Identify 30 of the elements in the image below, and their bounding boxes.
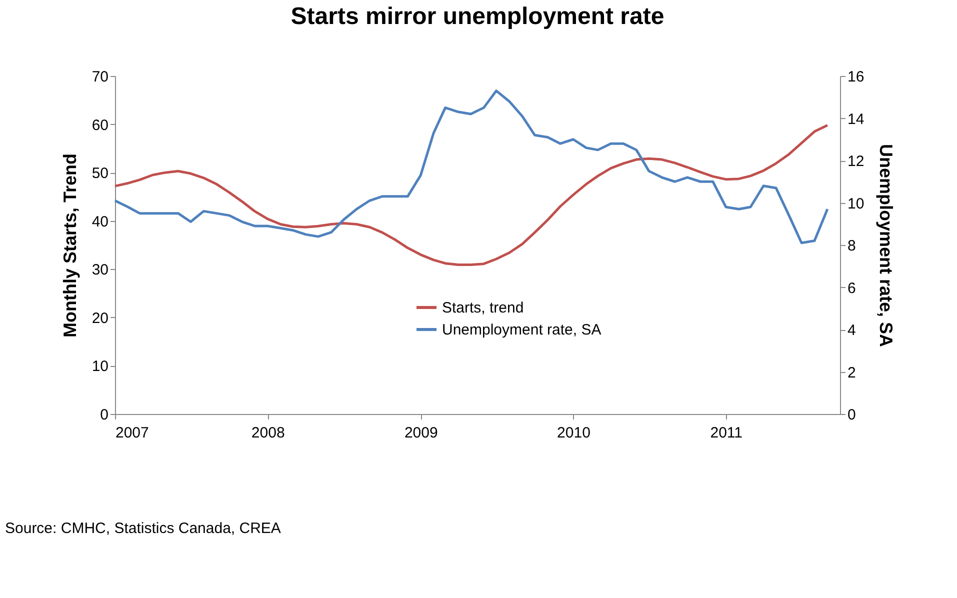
y-tick-label: 10 [92, 358, 108, 376]
x-tick-label: 2010 [557, 424, 590, 442]
source-note: Source: CMHC, Statistics Canada, CREA [5, 520, 281, 537]
y-tick-label: 30 [92, 262, 108, 279]
y2-tick-label: 2 [848, 364, 856, 382]
y-tick-label: 70 [92, 68, 108, 86]
legend-label: Unemployment rate, SA [442, 322, 602, 338]
y-tick-label: 40 [92, 213, 108, 230]
y-axis-title: Monthly Starts, Trend [60, 153, 80, 338]
y2-tick-label: 16 [848, 68, 864, 86]
y2-tick-label: 6 [848, 280, 856, 297]
x-tick-label: 2011 [710, 424, 742, 442]
legend-label: Starts, trend [442, 300, 524, 316]
y-tick-label: 20 [92, 310, 108, 327]
line-series [114, 124, 829, 266]
y2-axis-title: Unemployment rate, SA [876, 144, 896, 348]
y2-tick-label: 8 [848, 238, 856, 254]
x-tick-label: 2009 [404, 424, 438, 442]
y2-tick-label: 12 [848, 153, 864, 170]
y-tick-label: 60 [92, 116, 108, 134]
y2-tick-label: 14 [848, 110, 864, 128]
x-tick-label: 2008 [251, 424, 285, 442]
line-series [114, 90, 829, 244]
y2-tick-label: 0 [848, 406, 856, 424]
y-tick-label: 50 [92, 165, 108, 182]
y2-tick-label: 4 [848, 322, 856, 339]
x-tick-label: 2007 [116, 424, 149, 442]
chart-title: Starts mirror unemployment rate [290, 3, 664, 30]
y-tick-label: 0 [100, 406, 108, 424]
y2-tick-label: 10 [848, 195, 864, 212]
